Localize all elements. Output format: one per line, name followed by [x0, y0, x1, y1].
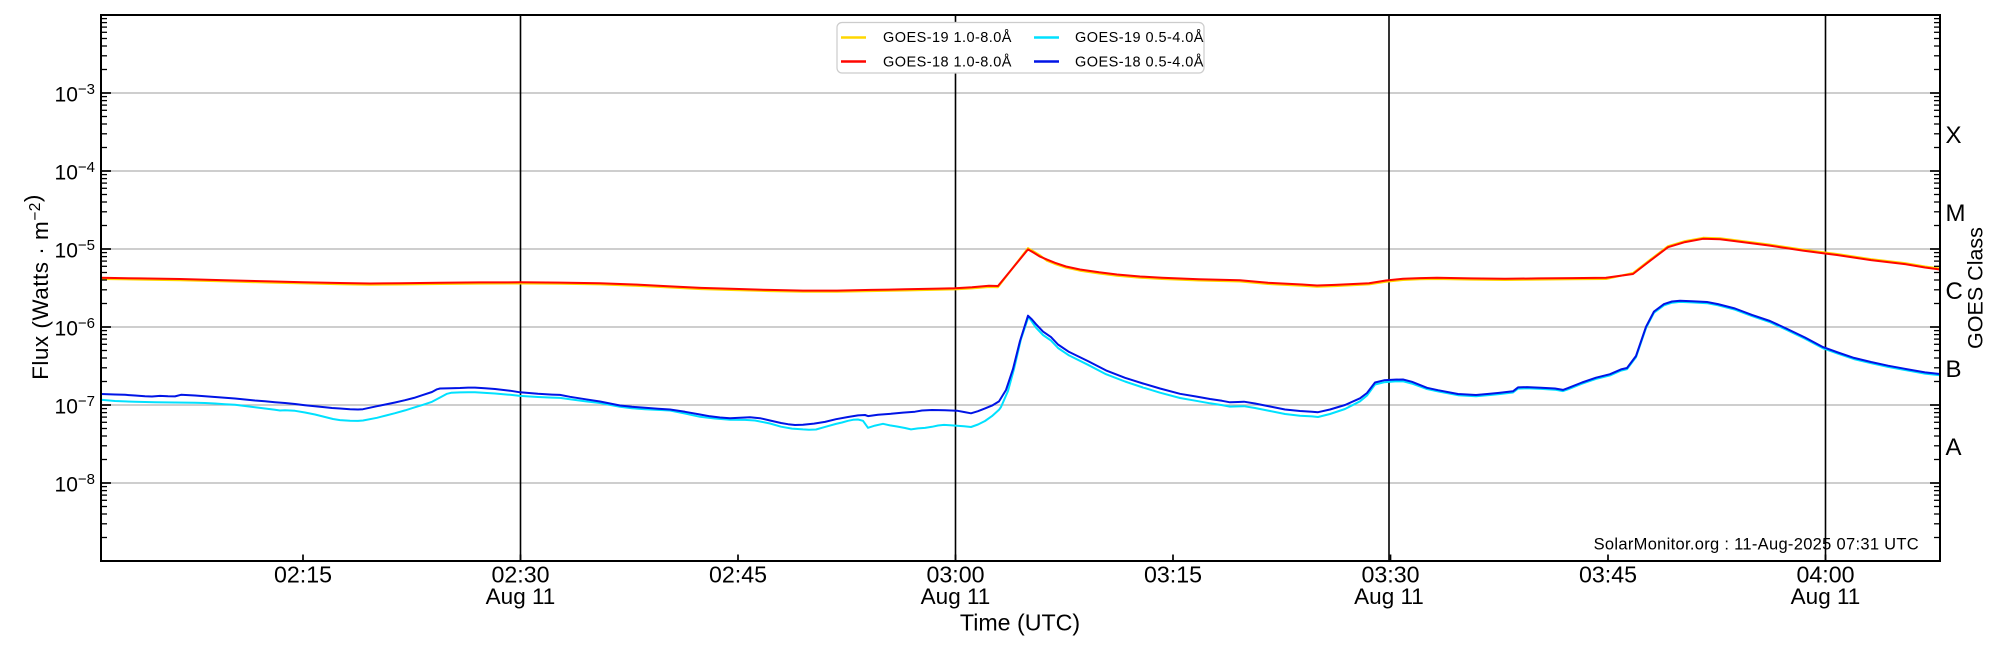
svg-text:10−3: 10−3 — [55, 81, 95, 107]
svg-text:04:00: 04:00 — [1796, 562, 1854, 588]
svg-text:B: B — [1946, 356, 1962, 383]
svg-text:Aug 11: Aug 11 — [486, 584, 556, 609]
svg-text:Aug 11: Aug 11 — [1354, 584, 1424, 609]
svg-text:10−8: 10−8 — [55, 471, 95, 497]
svg-text:GOES-19 0.5-4.0Å: GOES-19 0.5-4.0Å — [1075, 29, 1204, 46]
svg-text:03:00: 03:00 — [926, 562, 984, 588]
svg-text:02:15: 02:15 — [274, 562, 332, 588]
svg-text:GOES-18 0.5-4.0Å: GOES-18 0.5-4.0Å — [1075, 53, 1204, 70]
svg-text:02:30: 02:30 — [491, 562, 549, 588]
svg-text:M: M — [1946, 200, 1966, 227]
svg-text:GOES-19 1.0-8.0Å: GOES-19 1.0-8.0Å — [883, 29, 1012, 46]
svg-text:C: C — [1946, 278, 1963, 305]
svg-text:GOES-18 1.0-8.0Å: GOES-18 1.0-8.0Å — [883, 53, 1012, 70]
svg-text:03:30: 03:30 — [1361, 562, 1419, 588]
svg-text:Aug 11: Aug 11 — [1791, 584, 1861, 609]
svg-text:A: A — [1946, 434, 1962, 461]
svg-text:SolarMonitor.org : 11-Aug-2025: SolarMonitor.org : 11-Aug-2025 07:31 UTC — [1594, 536, 1919, 554]
svg-text:Time (UTC): Time (UTC) — [960, 610, 1080, 636]
svg-text:03:15: 03:15 — [1144, 562, 1202, 588]
svg-text:Aug 11: Aug 11 — [921, 584, 991, 609]
svg-text:GOES Class: GOES Class — [1964, 227, 1988, 349]
svg-text:X: X — [1946, 122, 1962, 149]
svg-text:02:45: 02:45 — [709, 562, 767, 588]
svg-text:03:45: 03:45 — [1579, 562, 1637, 588]
